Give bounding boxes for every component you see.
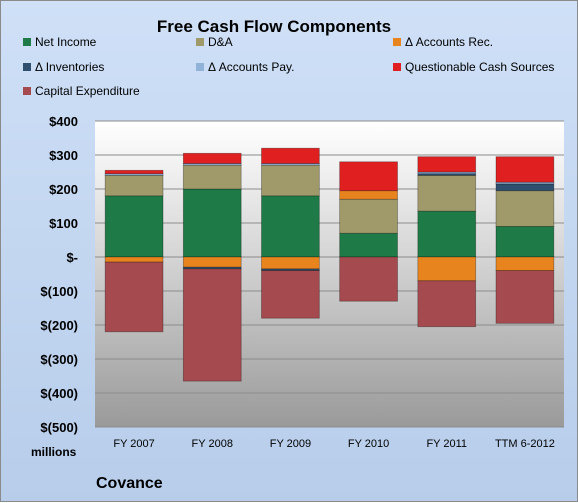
legend-swatch-1 bbox=[196, 38, 204, 46]
y-tick-label-3: $100 bbox=[49, 216, 78, 231]
plot-area bbox=[95, 121, 564, 427]
y-tick-label-8: $(400) bbox=[40, 386, 78, 401]
unit-label: millions bbox=[31, 445, 77, 459]
bar-2-0 bbox=[261, 195, 320, 258]
y-axis: $400 $300 $200 $100 $- $(100) $(200) $(300) $(40… bbox=[40, 114, 78, 435]
y-tick-label-7: $(300) bbox=[40, 352, 78, 367]
bar-0-0 bbox=[104, 195, 164, 258]
company-label: Covance bbox=[96, 475, 163, 492]
y-tick-label-9: $(500) bbox=[40, 420, 78, 435]
bar-1-1 bbox=[182, 164, 242, 190]
bar-4-5 bbox=[417, 156, 477, 173]
bar-3-5 bbox=[339, 161, 398, 192]
legend-swatch-6 bbox=[23, 87, 31, 95]
legend-swatch-3 bbox=[23, 63, 31, 71]
legend-label-2: Δ Accounts Rec. bbox=[405, 35, 493, 49]
chart-title: Free Cash Flow Components bbox=[157, 17, 391, 36]
legend-label-5: Questionable Cash Sources bbox=[405, 60, 554, 74]
x-tick-label-1: FY 2008 bbox=[192, 438, 233, 450]
bar-4-0 bbox=[417, 210, 477, 258]
bar-5-3 bbox=[495, 183, 555, 192]
y-tick-label-2: $200 bbox=[49, 182, 78, 197]
x-tick-label-3: FY 2010 bbox=[348, 438, 389, 450]
x-tick-label-4: FY 2011 bbox=[426, 438, 467, 450]
bar-5-5 bbox=[495, 156, 555, 183]
y-tick-label-6: $(200) bbox=[40, 318, 78, 333]
legend-swatch-2 bbox=[393, 38, 401, 46]
legend-swatch-0 bbox=[23, 38, 31, 46]
bar-1-2 bbox=[182, 256, 242, 268]
bar-2-1 bbox=[261, 164, 320, 197]
bar-3-1 bbox=[339, 198, 398, 234]
bar-5-1 bbox=[495, 190, 555, 227]
bar-0-6 bbox=[104, 261, 164, 333]
legend: Net Income D&A Δ Accounts Rec. Δ Inventorie… bbox=[23, 35, 554, 98]
legend-label-4: Δ Accounts Pay. bbox=[208, 60, 295, 74]
bar-0-5 bbox=[104, 169, 164, 175]
x-tick-label-2: FY 2009 bbox=[270, 438, 311, 450]
x-axis: FY 2007 FY 2008 FY 2009 FY 2010 FY 2011 TTM 6… bbox=[113, 438, 554, 450]
bar-4-1 bbox=[417, 174, 477, 212]
bar-5-0 bbox=[495, 225, 555, 258]
bar-5-2 bbox=[495, 256, 555, 272]
y-tick-label-5: $(100) bbox=[40, 284, 78, 299]
bar-0-2 bbox=[104, 256, 164, 263]
legend-swatch-4 bbox=[196, 63, 204, 71]
bar-4-6 bbox=[417, 280, 477, 328]
bar-2-5 bbox=[261, 147, 320, 164]
legend-label-1: D&A bbox=[208, 35, 233, 49]
legend-label-6: Capital Expenditure bbox=[35, 84, 140, 98]
legend-label-3: Δ Inventories bbox=[35, 60, 104, 74]
bar-5-6 bbox=[495, 270, 555, 324]
y-tick-label-0: $400 bbox=[49, 114, 78, 129]
x-tick-label-5: TTM 6-2012 bbox=[495, 438, 555, 450]
legend-label-0: Net Income bbox=[35, 35, 97, 49]
bars bbox=[104, 147, 555, 382]
gridlines bbox=[95, 120, 564, 428]
bar-1-6 bbox=[182, 268, 242, 382]
bar-3-6 bbox=[339, 256, 398, 302]
y-tick-label-4: $- bbox=[66, 250, 78, 265]
bar-1-5 bbox=[182, 152, 242, 164]
bar-4-2 bbox=[417, 256, 477, 282]
bar-3-2 bbox=[339, 190, 398, 200]
bar-0-1 bbox=[104, 174, 164, 197]
bar-1-0 bbox=[182, 188, 242, 258]
y-tick-label-1: $300 bbox=[49, 148, 78, 163]
bar-2-2 bbox=[261, 256, 320, 270]
bar-2-6 bbox=[261, 270, 320, 319]
bar-3-0 bbox=[339, 232, 398, 258]
x-tick-label-0: FY 2007 bbox=[113, 438, 154, 450]
legend-swatch-5 bbox=[393, 63, 401, 71]
